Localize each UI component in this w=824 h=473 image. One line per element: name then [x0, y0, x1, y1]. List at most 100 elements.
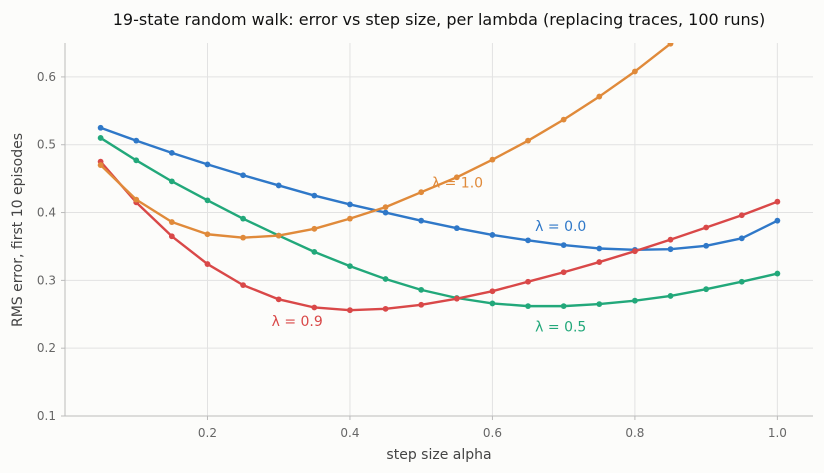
series-0-point-10 [453, 225, 460, 232]
series-3-point-10 [453, 174, 460, 181]
series-3 [97, 43, 674, 241]
series-3-point-14 [596, 93, 603, 100]
series-0-point-2 [168, 149, 175, 156]
series-1-point-16 [667, 293, 674, 299]
series-1-point-17 [703, 286, 710, 293]
series-1-point-18 [738, 278, 745, 285]
series-0-point-14 [596, 245, 603, 252]
y-tick-label-2: 0.3 [37, 273, 56, 287]
y-axis-label: RMS error, first 10 episodes [10, 133, 26, 327]
series-labels: λ = 0.0 λ = 0.5 λ = 0.9 λ = 1.0 [272, 176, 587, 336]
series-0-point-19 [774, 217, 781, 224]
x-axis-label: step size alpha [386, 447, 491, 463]
series-1 [97, 135, 781, 310]
series-1-point-15 [632, 297, 638, 304]
series-label-1: λ = 0.5 [535, 319, 586, 335]
series-0-point-18 [738, 235, 745, 242]
series-3-point-3 [204, 231, 211, 238]
series-1-point-11 [489, 300, 496, 307]
series-0-point-13 [560, 242, 567, 248]
series-label-3: λ = 1.0 [432, 176, 483, 192]
series-2-point-2 [168, 233, 175, 240]
series-label-0: λ = 0.0 [535, 219, 586, 235]
series-2-point-11 [489, 288, 496, 295]
series-2-point-8 [382, 305, 389, 312]
series-2-point-9 [418, 301, 425, 308]
series-3-point-5 [275, 232, 282, 239]
y-tick-label-3: 0.4 [37, 206, 56, 220]
axes [61, 43, 813, 420]
series-2-point-3 [204, 261, 211, 267]
series-1-point-12 [525, 303, 531, 310]
x-tick-label-0: 0.2 [198, 426, 217, 440]
series-1-point-4 [240, 215, 246, 222]
x-tick-label-2: 0.6 [483, 426, 502, 440]
series-0 [97, 124, 781, 253]
series-line-2 [99, 160, 779, 312]
series-3-point-1 [133, 196, 140, 203]
series-2-point-13 [560, 269, 567, 276]
series-0-point-9 [418, 217, 425, 224]
series-3-point-7 [347, 215, 353, 222]
series-0-point-7 [347, 201, 353, 208]
series-2-point-4 [240, 282, 246, 289]
series-3-point-9 [418, 189, 425, 196]
series-3-point-16 [667, 43, 674, 47]
series-1-point-13 [560, 303, 567, 310]
series-0-point-0 [97, 124, 104, 131]
series-0-point-6 [311, 192, 318, 199]
series-2-point-7 [347, 307, 353, 314]
series-2-point-18 [738, 212, 745, 219]
series-3-point-6 [311, 225, 318, 232]
series-0-point-12 [525, 237, 531, 244]
series-2-point-15 [632, 248, 638, 255]
series-2-point-5 [275, 296, 282, 303]
series-2-point-19 [774, 198, 781, 205]
series-1-point-2 [168, 178, 175, 185]
series-2-point-6 [311, 304, 318, 311]
y-tick-label-5: 0.6 [37, 70, 56, 84]
series-1-point-7 [347, 263, 353, 270]
series-1-point-9 [418, 286, 425, 293]
series-1-point-19 [774, 270, 781, 277]
series-3-point-13 [560, 116, 567, 123]
series-0-point-11 [489, 232, 496, 238]
series-2-point-14 [596, 259, 603, 265]
series-0-point-5 [275, 182, 282, 189]
chart-title: 19-state random walk: error vs step size… [113, 10, 765, 29]
series-1-point-8 [382, 276, 389, 282]
series-1-point-14 [596, 301, 603, 307]
series-3-point-8 [382, 204, 389, 211]
series-2-point-17 [703, 224, 710, 231]
series-2-point-16 [667, 236, 674, 243]
series-0-point-1 [133, 137, 140, 144]
x-tick-label-1: 0.4 [340, 426, 359, 440]
series-3-point-11 [489, 156, 496, 163]
series-0-point-4 [240, 172, 246, 179]
series-0-point-17 [703, 242, 710, 249]
series-1-point-1 [133, 157, 140, 164]
series-2-point-10 [453, 295, 460, 302]
y-tick-label-0: 0.1 [37, 409, 56, 423]
x-tick-label-4: 1.0 [768, 426, 787, 440]
series-0-point-3 [204, 161, 211, 168]
series-line-0 [99, 126, 779, 252]
series-3-point-2 [168, 219, 175, 225]
tick-labels: 0.2 0.4 0.6 0.8 1.0 0.1 0.2 0.3 0.4 0.5 0.6 [37, 70, 787, 440]
series-3-point-12 [525, 137, 531, 144]
series-0-point-8 [382, 209, 389, 216]
series-label-2: λ = 0.9 [272, 314, 323, 330]
series-3-point-0 [97, 162, 104, 168]
x-tick-label-3: 0.8 [625, 426, 644, 440]
series-0-point-16 [667, 246, 674, 253]
series-2-point-12 [525, 278, 531, 285]
series-3-point-4 [240, 234, 246, 241]
series-1-point-3 [204, 197, 211, 204]
series [97, 43, 781, 314]
y-tick-label-1: 0.2 [37, 341, 56, 355]
y-tick-label-4: 0.5 [37, 138, 56, 152]
series-1-point-6 [311, 248, 318, 255]
series-line-1 [99, 136, 779, 308]
